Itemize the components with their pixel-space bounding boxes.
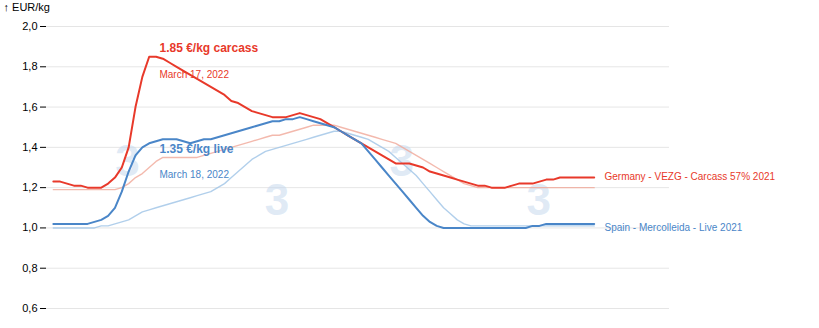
svg-text:3: 3 <box>265 175 289 224</box>
svg-text:0,8: 0,8 <box>22 262 37 274</box>
svg-text:3: 3 <box>526 175 551 225</box>
svg-text:3: 3 <box>115 135 140 185</box>
svg-text:1,8: 1,8 <box>22 60 37 72</box>
svg-text:0,6: 0,6 <box>22 302 37 314</box>
svg-text:↑ EUR/kg: ↑ EUR/kg <box>4 1 50 13</box>
svg-text:1,6: 1,6 <box>22 101 37 113</box>
svg-text:Germany - VEZG - Carcass 57% 2: Germany - VEZG - Carcass 57% 2021 <box>604 171 775 182</box>
svg-text:2,0: 2,0 <box>22 20 37 32</box>
svg-text:1,0: 1,0 <box>22 221 37 233</box>
svg-text:1,4: 1,4 <box>22 141 37 153</box>
svg-text:1,2: 1,2 <box>22 181 37 193</box>
svg-text:March 18, 2022: March 18, 2022 <box>159 169 229 180</box>
svg-text:3: 3 <box>389 136 413 185</box>
svg-text:March 17, 2022: March 17, 2022 <box>159 69 229 80</box>
svg-text:Spain - Mercolleida - Live 202: Spain - Mercolleida - Live 2021 <box>604 222 742 233</box>
svg-text:1.35 €/kg live: 1.35 €/kg live <box>159 142 233 156</box>
svg-text:1.85 €/kg carcass: 1.85 €/kg carcass <box>159 41 258 55</box>
